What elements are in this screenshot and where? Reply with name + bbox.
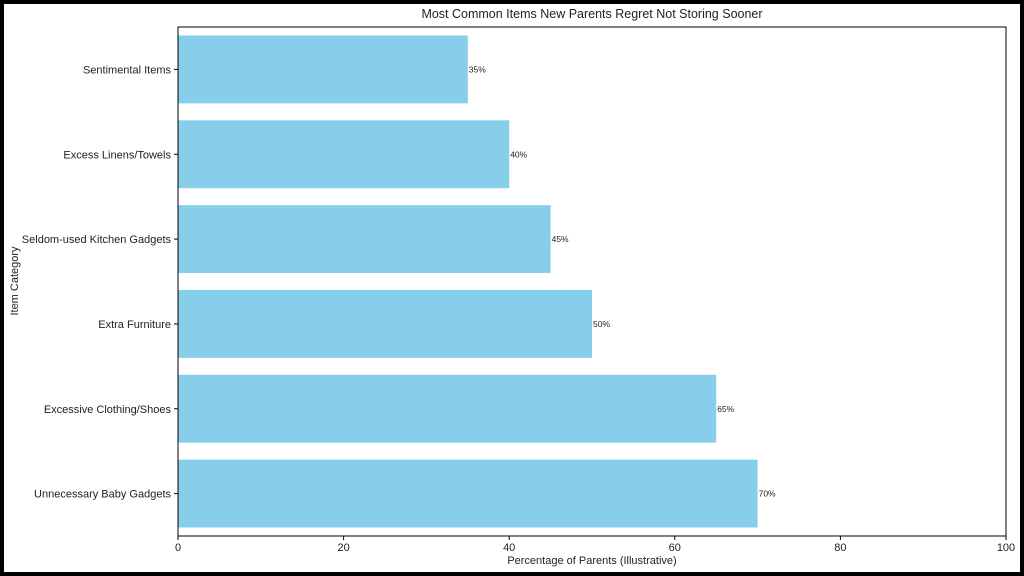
bar <box>178 289 592 358</box>
category-label: Excessive Clothing/Shoes <box>44 404 172 416</box>
bar-value-label: 40% <box>510 149 527 159</box>
bar <box>178 205 551 274</box>
category-label: Sentimental Items <box>83 64 172 76</box>
bar-chart: Most Common Items New Parents Regret Not… <box>9 7 1015 567</box>
x-tick-label: 40 <box>503 542 515 554</box>
bar <box>178 35 468 104</box>
x-axis-ticks: 0 20 40 60 80 100 <box>175 536 1015 554</box>
x-tick-label: 80 <box>834 542 846 554</box>
x-tick-label: 0 <box>175 542 181 554</box>
bar-value-label: 50% <box>593 319 610 329</box>
chart-title: Most Common Items New Parents Regret Not… <box>421 7 762 21</box>
x-axis-label: Percentage of Parents (Illustrative) <box>507 555 676 567</box>
plot-area <box>177 26 1007 537</box>
bar-value-label: 45% <box>552 234 569 244</box>
category-label: Unnecessary Baby Gadgets <box>34 489 171 501</box>
x-tick-label: 60 <box>669 542 681 554</box>
bar-value-label: 65% <box>717 404 734 414</box>
x-tick-label: 100 <box>997 542 1015 554</box>
bars-layer: 70% 65% 50% 45% 40% 35% <box>178 35 776 528</box>
y-axis-label: Item Category <box>9 246 21 316</box>
category-labels: Unnecessary Baby Gadgets Excessive Clothi… <box>22 64 178 501</box>
category-label: Seldom-used Kitchen Gadgets <box>22 234 172 246</box>
category-label: Excess Linens/Towels <box>63 149 171 161</box>
category-label: Extra Furniture <box>98 319 171 331</box>
bar <box>178 374 717 443</box>
bar-value-label: 70% <box>759 489 776 499</box>
bar <box>178 459 758 528</box>
bar <box>178 120 510 189</box>
bar-value-label: 35% <box>469 64 486 74</box>
x-tick-label: 20 <box>337 542 349 554</box>
